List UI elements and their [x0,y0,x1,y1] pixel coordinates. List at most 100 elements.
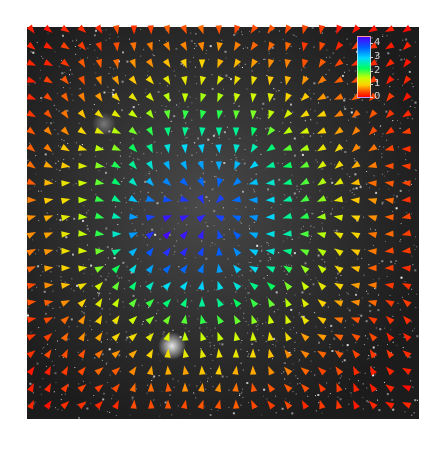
flow-arrow [180,58,187,69]
flow-arrow [26,24,35,34]
flow-arrow [181,399,188,409]
flow-arrow [265,266,276,273]
flow-arrow [145,332,154,342]
flow-arrow [26,76,37,83]
flow-arrow [368,316,378,325]
flow-arrow [265,230,275,238]
flow-arrow [163,41,171,51]
flow-arrow [318,24,326,35]
flow-arrow [27,399,34,410]
flow-arrow [43,215,54,222]
flow-arrow [268,314,275,325]
flow-arrow [165,365,172,375]
flow-arrow [249,265,259,273]
flow-arrow [268,109,275,120]
flow-arrow [165,382,172,392]
flow-arrow [402,24,412,33]
flow-arrow [111,177,121,186]
flow-arrow [319,41,326,52]
flow-arrow [250,298,259,308]
flow-arrow [317,316,327,325]
flow-arrow [284,75,292,86]
flow-arrow [26,282,37,290]
flow-arrow [216,315,224,325]
flow-arrow [78,75,85,86]
flow-arrow [77,298,87,308]
flow-arrow [111,127,122,134]
flow-arrow [60,92,69,102]
flow-arrow [216,110,223,120]
flow-arrow [44,179,54,186]
flow-arrow [95,230,105,237]
flow-arrow [43,349,52,359]
flow-arrow [402,109,412,118]
flow-arrow [146,143,153,154]
flow-arrow [385,299,395,307]
flow-arrow [351,109,361,118]
flow-arrow [94,24,103,34]
flow-arrow [111,367,121,376]
flow-arrow [385,401,395,409]
flow-arrow [113,42,120,52]
flow-arrow [94,109,104,118]
flow-arrow [335,366,344,376]
flow-arrow [334,110,344,118]
flow-arrow [60,332,69,342]
flow-arrow [94,400,104,410]
flow-arrow [267,126,276,136]
flow-arrow [301,281,310,291]
flow-arrow [78,332,85,342]
flow-arrow [335,41,344,51]
flow-arrow [300,367,310,376]
flow-arrow [112,75,119,85]
flow-arrow [95,75,102,86]
flow-arrow [248,197,258,204]
flow-arrow [197,160,204,171]
flow-arrow [111,109,121,118]
flow-arrow [282,195,293,202]
flow-arrow [217,280,224,291]
flow-arrow [60,75,69,85]
flow-arrow [283,383,293,393]
flow-arrow [299,212,310,219]
flow-arrow [333,93,344,100]
flow-arrow [233,298,242,308]
flow-arrow [216,42,223,52]
flow-arrow [27,196,37,204]
flow-arrow [60,300,71,307]
flow-arrow [334,76,344,83]
flow-arrow [60,41,70,50]
flow-arrow [251,126,258,137]
flow-arrow [130,399,137,409]
flow-arrow [384,247,394,254]
flow-arrow [78,213,88,220]
flow-arrow [181,314,188,324]
flow-arrow [282,230,292,237]
flow-arrow [200,92,207,103]
flow-arrow [111,332,121,342]
flow-arrow [334,282,344,290]
flow-arrow [94,144,105,152]
flow-arrow [352,24,361,34]
flow-arrow [214,399,221,410]
flow-arrow [266,282,276,291]
flow-arrow [181,144,188,154]
flow-arrow [217,229,224,240]
flow-arrow [217,298,224,308]
flow-arrow [386,75,395,85]
flow-arrow [384,197,394,204]
flow-arrow [94,178,105,186]
flow-arrow [162,315,171,325]
flow-arrow [333,317,344,324]
flow-arrow [111,315,120,325]
flow-arrow [145,75,154,85]
flow-arrow [368,92,378,102]
flow-arrow [317,177,327,186]
flow-arrow [94,212,105,219]
flow-arrow [350,249,361,256]
flow-arrow [215,25,222,35]
flow-arrow [369,366,377,376]
flow-arrow [336,382,343,393]
flow-arrow [197,263,204,274]
flow-arrow [94,195,105,202]
